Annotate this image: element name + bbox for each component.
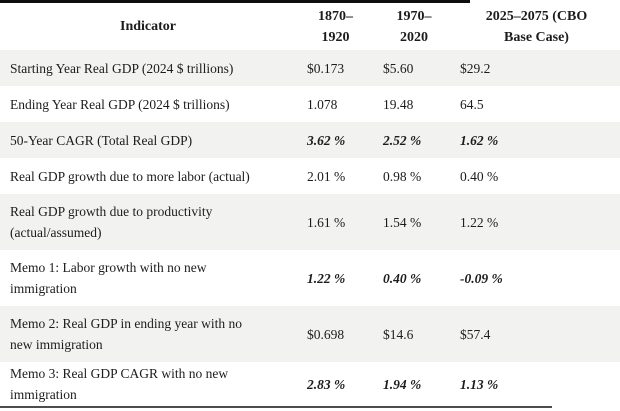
table-row-5: Real GDP growth due to productivity (act… (0, 194, 620, 250)
table-row-4: Real GDP growth due to more labor (actua… (0, 158, 620, 194)
value-cell: 19.48 (383, 96, 414, 112)
column-header-indicator: Indicator (120, 19, 176, 34)
indicator-cell: 50-Year CAGR (Total Real GDP) (10, 132, 193, 148)
value-cell: 1.22 % (460, 214, 499, 230)
table-row-1: Starting Year Real GDP (2024 $ trillions… (0, 50, 620, 86)
value-cell: $57.4 (460, 326, 491, 342)
column-header-2025-2075: 2025–2075 (CBO Base Case) (485, 8, 588, 45)
indicator-cell: Memo 1: Labor growth with no new immigra… (10, 260, 207, 296)
value-cell: 0.40 % (383, 270, 422, 286)
value-cell: 1.078 (307, 96, 338, 112)
value-cell: 1.22 % (307, 270, 346, 286)
value-cell: $14.6 (383, 326, 414, 342)
value-cell: $0.698 (307, 326, 345, 342)
indicator-cell: Memo 3: Real GDP CAGR with no new immigr… (10, 366, 229, 402)
column-header-1870-1920: 1870– 1920 (318, 8, 353, 45)
value-cell: 2.83 % (307, 376, 346, 392)
table-row-6: Memo 1: Labor growth with no new immigra… (0, 250, 620, 306)
table-row-2: Ending Year Real GDP (2024 $ trillions) 1… (0, 86, 620, 122)
indicator-cell: Real GDP growth due to more labor (actua… (10, 168, 250, 184)
value-cell: 0.40 % (460, 168, 499, 184)
table-row-7: Memo 2: Real GDP in ending year with no … (0, 306, 620, 362)
value-cell: 0.98 % (383, 168, 422, 184)
value-cell: 1.62 % (460, 132, 499, 148)
value-cell: 1.61 % (307, 214, 346, 230)
indicator-cell: Starting Year Real GDP (2024 $ trillions… (10, 60, 234, 76)
table-body: Starting Year Real GDP (2024 $ trillions… (0, 50, 620, 406)
indicator-cell: Real GDP growth due to productivity (act… (10, 204, 213, 240)
indicator-cell: Memo 2: Real GDP in ending year with no … (10, 316, 242, 352)
value-cell: $29.2 (460, 60, 491, 76)
value-cell: 3.62 % (307, 132, 346, 148)
table-bottom-border (0, 406, 552, 408)
value-cell: 2.01 % (307, 168, 346, 184)
table-header-row: Indicator 1870– 1920 1970– 2020 2025–207… (0, 3, 620, 50)
value-cell: $5.60 (383, 60, 414, 76)
value-cell: 2.52 % (383, 132, 422, 148)
value-cell: 1.13 % (460, 376, 499, 392)
value-cell: -0.09 % (460, 270, 503, 286)
value-cell: 1.54 % (383, 214, 422, 230)
table-row-3: 50-Year CAGR (Total Real GDP) 3.62 % 2.52 … (0, 122, 620, 158)
column-header-1970-2020: 1970– 2020 (396, 8, 432, 45)
indicator-cell: Ending Year Real GDP (2024 $ trillions) (10, 96, 230, 112)
table-top-border (0, 0, 470, 3)
value-cell: 1.94 % (383, 376, 422, 392)
table-row-8: Memo 3: Real GDP CAGR with no new immigr… (0, 362, 620, 406)
value-cell: $0.173 (307, 60, 345, 76)
value-cell: 64.5 (460, 96, 484, 112)
